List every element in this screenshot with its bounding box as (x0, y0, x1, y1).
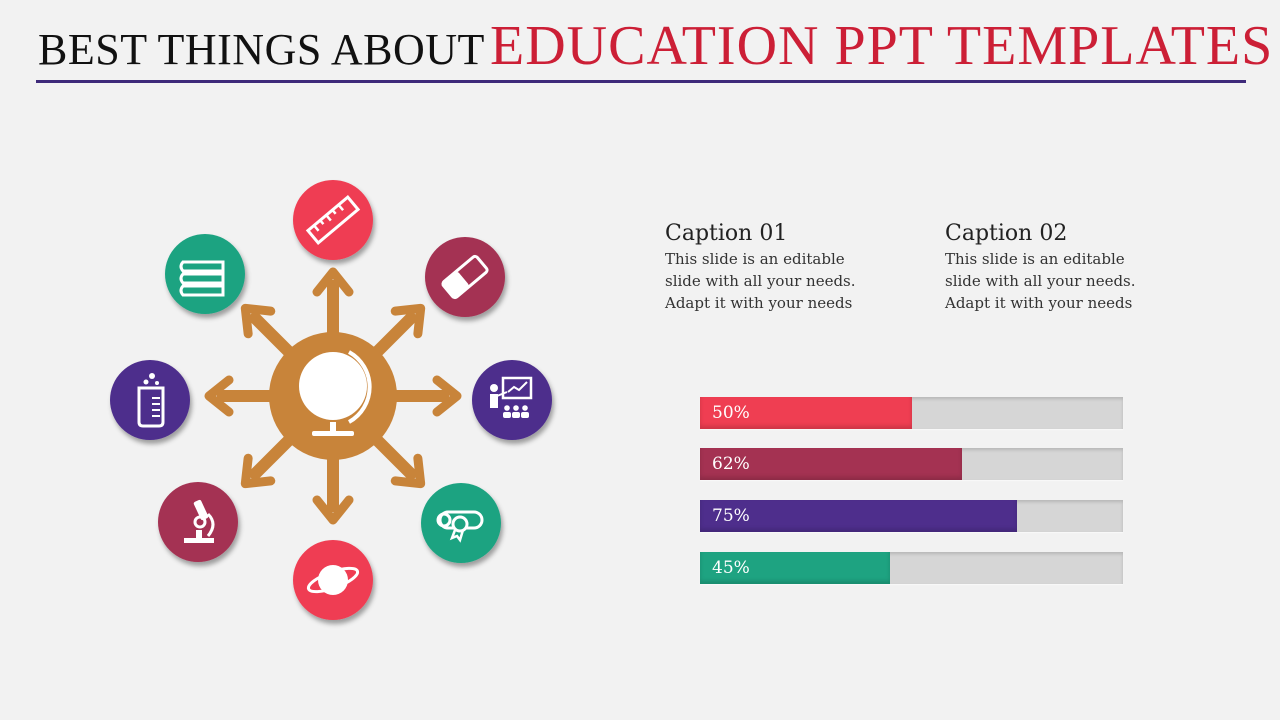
bar-fill (700, 500, 1018, 532)
caption-01: Caption 01 This slide is an editable sli… (665, 220, 895, 314)
eraser-icon (441, 254, 489, 300)
title-part-2: EDUCATION PPT TEMPLATES (490, 15, 1274, 77)
node-books (165, 234, 245, 314)
diploma-icon (436, 510, 484, 543)
node-ruler (293, 180, 373, 260)
node-teacher (472, 360, 552, 440)
slide-title: BEST THINGS ABOUT EDUCATION PPT TEMPLATE… (38, 14, 1272, 77)
bar-track: 45% (700, 552, 1123, 584)
hub-arrow (383, 375, 462, 417)
title-divider (36, 80, 1246, 83)
hub-arrow (312, 267, 354, 346)
hub-center (269, 332, 397, 460)
bar-track: 50% (700, 397, 1123, 429)
caption-02-line-2: slide with all your needs. (945, 272, 1136, 290)
planet-icon (306, 565, 360, 595)
node-planet (293, 540, 373, 620)
hub-diagram (110, 180, 552, 620)
caption-01-line-1: This slide is an editable (665, 250, 845, 268)
books-icon (179, 260, 225, 297)
hub-arrows (204, 267, 462, 525)
bar-label: 62% (712, 454, 750, 474)
node-beaker (110, 360, 190, 440)
teacher-icon (490, 376, 533, 418)
bar-track: 75% (700, 500, 1123, 532)
caption-01-line-3: Adapt it with your needs (665, 294, 853, 312)
node-diploma (421, 483, 501, 563)
bar-label: 50% (712, 403, 750, 423)
caption-02-heading: Caption 02 (945, 221, 1068, 246)
bar-label: 45% (712, 558, 750, 578)
node-microscope (158, 482, 238, 562)
title-part-1: BEST THINGS ABOUT (38, 25, 485, 74)
globe-icon (299, 350, 372, 436)
hub-arrow (312, 446, 354, 525)
bar-fill (700, 552, 891, 584)
caption-01-heading: Caption 01 (665, 221, 788, 246)
caption-02: Caption 02 This slide is an editable sli… (945, 220, 1175, 314)
microscope-icon (184, 499, 215, 543)
bar-fill (700, 397, 912, 429)
ruler-icon (305, 195, 361, 245)
hub-arrow (204, 375, 283, 417)
bar-fill (700, 448, 963, 480)
node-eraser (425, 237, 505, 317)
caption-02-line-3: Adapt it with your needs (945, 294, 1133, 312)
bar-track: 62% (700, 448, 1123, 480)
caption-02-line-1: This slide is an editable (945, 250, 1125, 268)
beaker-icon (137, 373, 165, 428)
caption-01-line-2: slide with all your needs. (665, 272, 856, 290)
bar-label: 75% (712, 506, 750, 526)
